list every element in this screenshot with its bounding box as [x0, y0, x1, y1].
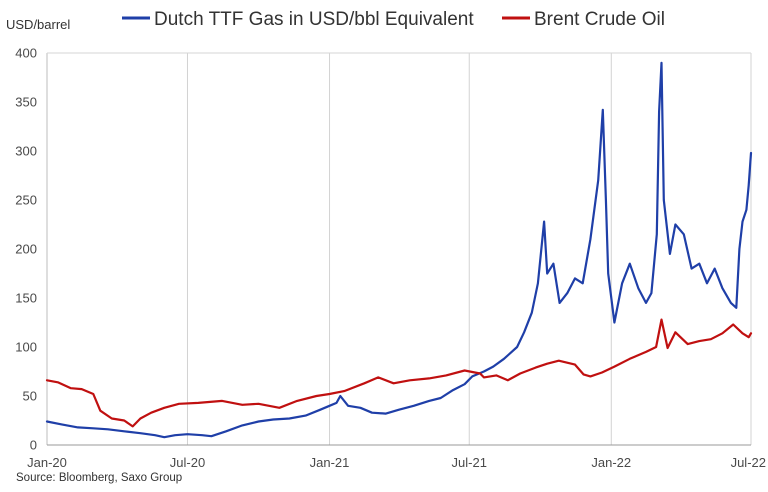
x-tick-label: Jan-22	[591, 455, 631, 470]
y-tick-labels: 0 50 100 150 200 250 300 350 400	[15, 46, 37, 453]
legend-label-brent-crude: Brent Crude Oil	[534, 9, 665, 30]
x-tick-label: Jul-20	[170, 455, 205, 470]
source-note: Source: Bloomberg, Saxo Group	[16, 472, 182, 484]
y-tick-label: 100	[15, 340, 37, 355]
legend-label-ttf-gas: Dutch TTF Gas in USD/bbl Equivalent	[154, 9, 474, 30]
y-tick-label: 350	[15, 95, 37, 110]
x-tick-label: Jul-21	[452, 455, 487, 470]
y-tick-label: 0	[30, 438, 37, 453]
y-axis-unit-label: USD/barrel	[6, 17, 70, 32]
x-tick-label: Jul-22	[731, 455, 766, 470]
y-tick-label: 400	[15, 46, 37, 61]
y-tick-label: 250	[15, 193, 37, 208]
series-line-brent-crude	[45, 318, 753, 428]
y-tick-label: 200	[15, 242, 37, 257]
axes	[46, 52, 751, 446]
x-tick-label: Jan-20	[27, 455, 67, 470]
x-tick-labels: Jan-20 Jul-20 Jan-21 Jul-21 Jan-22 Jul-22	[27, 455, 766, 470]
series-lines	[45, 61, 753, 439]
y-tick-label: 50	[23, 389, 37, 404]
legend: Dutch TTF Gas in USD/bbl Equivalent Brent…	[122, 9, 665, 30]
y-tick-label: 150	[15, 291, 37, 306]
x-tick-label: Jan-21	[310, 455, 350, 470]
y-tick-label: 300	[15, 144, 37, 159]
vertical-gridlines	[186, 53, 752, 445]
series-line-ttf-gas	[45, 61, 753, 439]
